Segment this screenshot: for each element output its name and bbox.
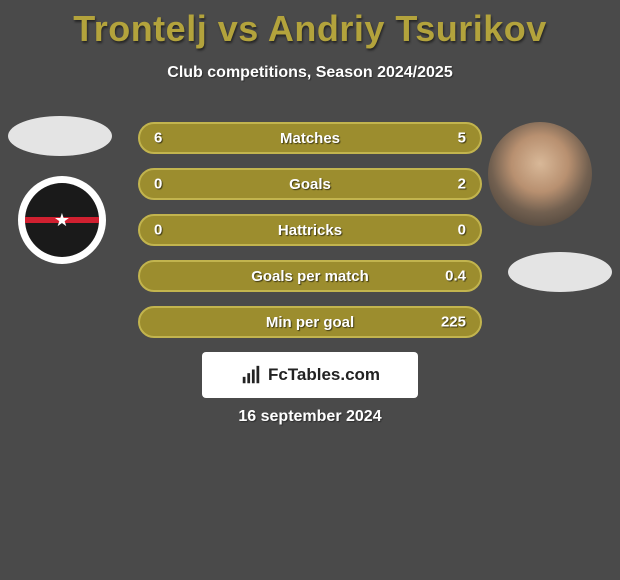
stat-row-min-per-goal: Min per goal 225: [138, 306, 482, 338]
stat-right-value: 2: [458, 176, 466, 193]
stat-label: Matches: [280, 130, 340, 147]
player-right-avatar: [488, 122, 592, 226]
stat-row-matches: 6 Matches 5: [138, 122, 482, 154]
stat-right-value: 225: [441, 314, 466, 331]
club-badge-star-icon: ★: [54, 210, 70, 231]
stat-right-value: 5: [458, 130, 466, 147]
stat-row-hattricks: 0 Hattricks 0: [138, 214, 482, 246]
stats-container: 6 Matches 5 0 Goals 2 0 Hattricks 0 Goal…: [138, 122, 482, 352]
stat-right-value: 0.4: [445, 268, 466, 285]
stat-left-value: 6: [154, 130, 162, 147]
subtitle: Club competitions, Season 2024/2025: [0, 64, 620, 82]
attribution-text: FcTables.com: [268, 365, 380, 385]
stat-right-value: 0: [458, 222, 466, 239]
stat-row-goals-per-match: Goals per match 0.4: [138, 260, 482, 292]
stat-label: Goals per match: [251, 268, 369, 285]
date-text: 16 september 2024: [0, 408, 620, 426]
stat-row-goals: 0 Goals 2: [138, 168, 482, 200]
stat-label: Goals: [289, 176, 331, 193]
attribution-badge: FcTables.com: [202, 352, 418, 398]
player-left-club-badge: ★: [18, 176, 106, 264]
player-right-club-placeholder: [508, 252, 612, 292]
bar-chart-icon: [240, 364, 262, 386]
player-left-avatar-placeholder: [8, 116, 112, 156]
stat-label: Min per goal: [266, 314, 354, 331]
stat-left-value: 0: [154, 222, 162, 239]
stat-label: Hattricks: [278, 222, 342, 239]
stat-left-value: 0: [154, 176, 162, 193]
page-title: Trontelj vs Andriy Tsurikov: [0, 0, 620, 50]
